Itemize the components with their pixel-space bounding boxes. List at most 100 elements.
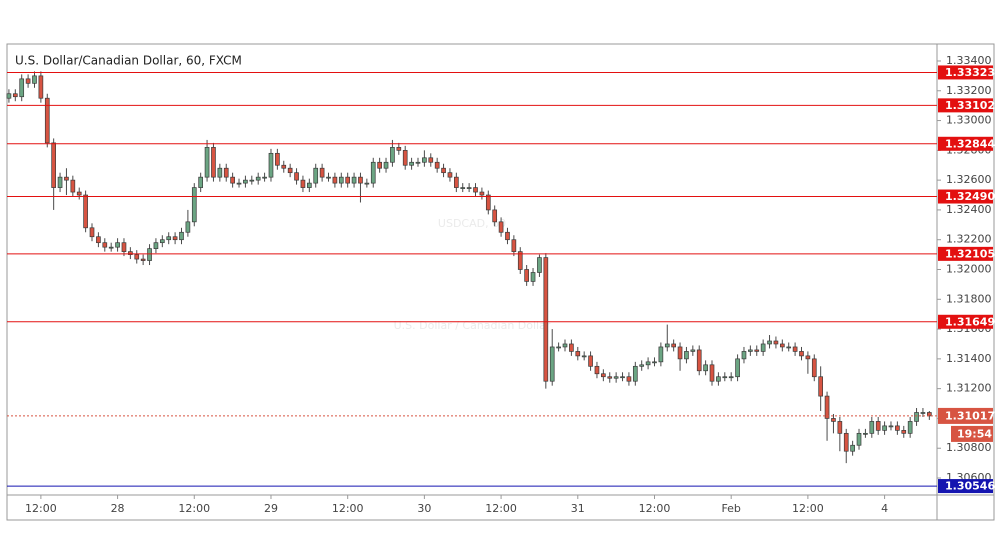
candle-body [473, 187, 478, 193]
x-tick-label: 12:00 [178, 502, 210, 515]
candle-body [230, 176, 235, 184]
candle-body [128, 251, 133, 255]
candle-body [57, 176, 63, 188]
level-label: 1.33323 [945, 66, 995, 79]
y-tick-label: 1.30800 [946, 441, 992, 454]
candle-body [108, 246, 114, 249]
candle-body [805, 355, 811, 360]
candle-body [671, 343, 676, 348]
candle-body [645, 361, 651, 366]
y-tick-label: 1.33400 [946, 54, 992, 67]
candle-body [96, 236, 101, 244]
candle-body [83, 194, 88, 229]
candle-body [306, 182, 312, 188]
candle-body [370, 161, 376, 184]
candle-body [147, 248, 152, 261]
candle-body [607, 376, 613, 379]
candle-body [907, 421, 913, 434]
candle-body [159, 239, 165, 244]
candle-body [332, 176, 338, 184]
candle-body [831, 418, 836, 422]
level-label-box [938, 65, 993, 80]
candle-body [920, 412, 926, 414]
candle-body [198, 176, 204, 188]
candle-body [850, 444, 855, 452]
candle-body [728, 376, 734, 379]
level-label-box [938, 136, 993, 151]
candle-body [773, 340, 779, 345]
candle-body [882, 425, 887, 431]
candle-body [594, 365, 600, 375]
candle-body [25, 78, 31, 84]
y-tick-label: 1.32200 [946, 233, 992, 246]
x-tick-label: 12:00 [485, 502, 517, 515]
y-tick-label: 1.32600 [946, 173, 992, 186]
candle-body [492, 209, 498, 223]
candle-body [632, 365, 638, 382]
candle-body [511, 239, 517, 252]
x-tick-label: 12:00 [792, 502, 824, 515]
candle-body [166, 236, 172, 241]
candle-body [223, 167, 229, 178]
candle-body [696, 349, 702, 372]
y-tick-label: 1.31800 [946, 292, 992, 305]
candle-body [901, 430, 907, 434]
candle-body [300, 179, 306, 188]
candle-body [441, 167, 446, 174]
candle-body [709, 364, 715, 382]
candle-body [722, 376, 728, 379]
level-label-box [938, 98, 993, 113]
candle-body [255, 176, 261, 181]
candle-body [786, 346, 792, 349]
candle-body [581, 355, 587, 358]
candle-body [811, 358, 817, 378]
candle-body [313, 167, 319, 184]
level-label: 1.30546 [945, 480, 995, 493]
candle-body [575, 351, 581, 357]
candle-body [70, 179, 76, 193]
y-tick-label: 1.31200 [946, 382, 992, 395]
level-label-box [938, 479, 993, 494]
candle-body [243, 179, 248, 184]
level-label: 1.32490 [945, 190, 995, 203]
x-tick-label: 30 [417, 502, 431, 515]
candle-body [275, 152, 280, 166]
candle-body [319, 167, 325, 178]
candle-body [601, 373, 606, 378]
candle-body [345, 176, 351, 184]
candle-body [703, 364, 708, 372]
x-tick-label: 12:00 [25, 502, 57, 515]
candle-body [377, 161, 382, 169]
candle-body [716, 376, 721, 382]
x-tick-label: 12:00 [639, 502, 671, 515]
candle-body [64, 176, 69, 181]
level-label: 1.32105 [945, 247, 995, 260]
candle-body [569, 343, 574, 352]
candle-body [383, 161, 389, 169]
level-label: 1.32844 [945, 137, 995, 150]
candle-body [287, 167, 293, 174]
candle-body [428, 157, 434, 163]
candle-body [824, 395, 830, 419]
watermark: USDCAD, 60 [438, 217, 506, 230]
candle-body [875, 421, 881, 431]
candle-body [211, 147, 216, 178]
countdown-label: 19:54 [957, 427, 992, 440]
candle-body [409, 161, 414, 166]
x-tick-label: 29 [264, 502, 278, 515]
candle-body [863, 432, 868, 435]
candle-body [281, 164, 287, 169]
level-label: 1.31649 [945, 315, 995, 328]
candle-body [76, 191, 82, 196]
y-tick-label: 1.33000 [946, 114, 992, 127]
candle-body [799, 351, 804, 357]
watermark-subtitle: U.S. Dollar / Canadian Dollar [394, 319, 551, 332]
last-price-label: 1.31017 [945, 409, 995, 422]
candle-body [779, 343, 785, 348]
level-label-box [938, 246, 993, 261]
candle-body [115, 242, 120, 248]
candle-body [588, 355, 593, 367]
candle-body [217, 167, 223, 178]
y-tick-label: 1.33200 [946, 84, 992, 97]
